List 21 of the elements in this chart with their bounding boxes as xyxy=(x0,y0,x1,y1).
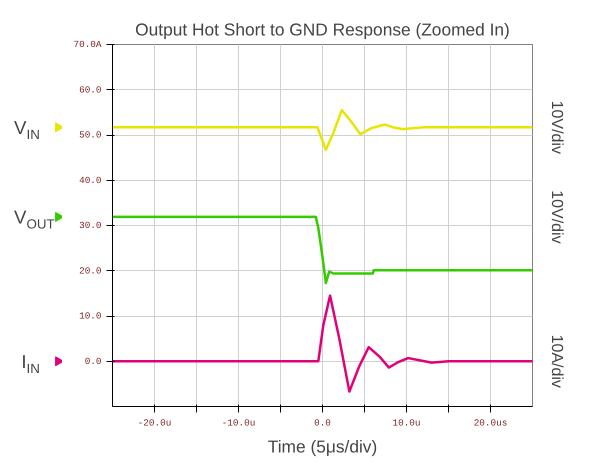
y-tick-label: 40.0 xyxy=(79,174,102,186)
text: 10V/div xyxy=(548,100,565,154)
line-series xyxy=(112,108,532,152)
y-tick-label: 0.0 xyxy=(84,356,102,367)
y-tick-label: 70.0A xyxy=(74,39,102,50)
y-tick-label: 10.0 xyxy=(79,310,102,322)
text: 10V/div xyxy=(548,190,565,244)
x-tick-label: 10.0u xyxy=(392,418,421,428)
y-tick-label: 30.0 xyxy=(79,220,102,231)
y-tick-label: 50.0 xyxy=(79,130,102,140)
chart-title: Output Hot Short to GND Response (Zoomed In) xyxy=(135,20,510,40)
x-tick-label: -20.0u xyxy=(138,418,172,428)
line-series xyxy=(112,294,532,393)
x-tick-label: 20.0us xyxy=(474,418,508,428)
x-tick-label: 0.0 xyxy=(314,418,332,428)
line-series xyxy=(112,216,532,284)
text: 10A/div xyxy=(548,334,565,388)
y-tick-label: 60.0 xyxy=(79,84,102,96)
x-axis-title: Time (5μs/div) xyxy=(268,436,378,456)
y-tick-label: 20.0 xyxy=(79,265,102,276)
x-tick-label: -10.0u xyxy=(222,418,256,428)
